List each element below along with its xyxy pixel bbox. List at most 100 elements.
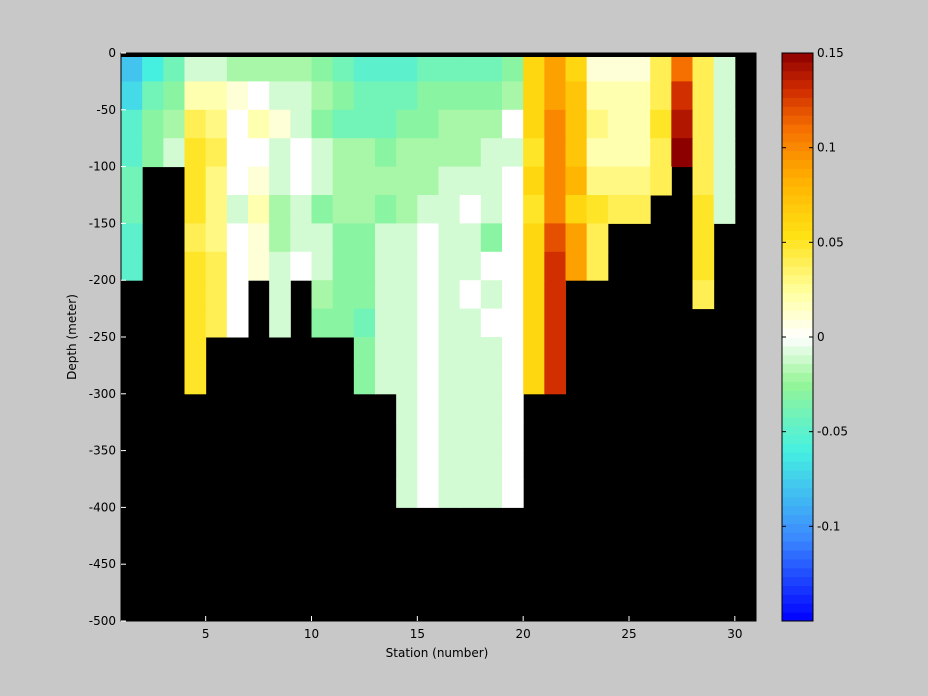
heatmap-cell	[692, 223, 715, 253]
heatmap-cell	[121, 81, 143, 111]
heatmap-cell	[269, 308, 291, 338]
heatmap-cell	[480, 479, 503, 508]
heatmap-cell	[396, 308, 418, 338]
heatmap-cell	[629, 109, 651, 139]
heatmap-cell	[396, 422, 418, 452]
heatmap-cell	[459, 479, 482, 508]
colorbar-swatch	[782, 97, 813, 107]
heatmap-cell	[396, 337, 418, 366]
heatmap-cell	[502, 251, 524, 281]
heatmap-cell	[502, 280, 524, 310]
heatmap-cell	[375, 53, 397, 82]
y-tick-label: -450	[89, 557, 116, 571]
y-tick-label: -150	[89, 216, 116, 230]
colorbar-swatch	[782, 576, 813, 586]
heatmap-cell	[311, 109, 334, 139]
heatmap-cell	[629, 81, 651, 111]
heatmap-cell	[311, 251, 334, 281]
heatmap-cell	[502, 450, 524, 480]
colorbar-swatch	[782, 337, 813, 347]
heatmap-cell	[523, 337, 545, 366]
heatmap-cell	[480, 393, 503, 423]
heatmap-cell	[438, 81, 461, 111]
heatmap-cell	[480, 280, 503, 310]
heatmap-cell	[353, 109, 376, 139]
heatmap-cell	[163, 81, 185, 111]
heatmap-cell	[226, 280, 249, 310]
y-axis-ticks: 0 -50 -100 -150 -200 -250 -300 -350 -400 -450 -500	[89, 46, 126, 628]
heatmap-cell	[248, 166, 270, 196]
heatmap-cell	[417, 53, 439, 82]
heatmap-cell	[290, 166, 312, 196]
heatmap-cell	[480, 308, 503, 338]
heatmap-cell	[671, 109, 693, 139]
heatmap-cell	[375, 81, 397, 111]
heatmap-cell	[523, 308, 545, 338]
heatmap-cell	[226, 308, 249, 338]
heatmap-cell	[226, 223, 249, 253]
heatmap-cell	[205, 81, 228, 111]
heatmap-cell	[459, 223, 482, 253]
heatmap-cell	[544, 308, 566, 338]
heatmap-cell	[459, 53, 482, 82]
heatmap-cell	[248, 81, 270, 111]
heatmap-cell	[417, 479, 439, 508]
heatmap-cell	[184, 195, 207, 224]
heatmap-cell	[417, 337, 439, 366]
colorbar-swatch	[782, 195, 813, 205]
heatmap-cell	[607, 166, 630, 196]
heatmap-cell	[523, 280, 545, 310]
heatmap-cell	[332, 53, 355, 82]
heatmap-cell	[353, 195, 376, 224]
heatmap-cell	[396, 81, 418, 111]
heatmap-cell	[480, 251, 503, 281]
colorbar-swatch	[782, 487, 813, 498]
heatmap-cell	[629, 53, 651, 82]
heatmap-cell	[607, 53, 630, 82]
heatmap-cell	[523, 81, 545, 111]
heatmap-cell	[480, 81, 503, 111]
heatmap-cell	[290, 109, 312, 139]
heatmap-cell	[480, 422, 503, 452]
heatmap-cell	[607, 81, 630, 111]
heatmap-cell	[438, 337, 461, 366]
heatmap-cell	[184, 280, 207, 310]
heatmap-cell	[205, 195, 228, 224]
heatmap-cell	[438, 109, 461, 139]
heatmap-cell	[353, 251, 376, 281]
heatmap-cell	[290, 138, 312, 168]
heatmap-cell	[396, 251, 418, 281]
colorbar-swatch	[782, 168, 813, 178]
x-tick-label: 15	[410, 627, 425, 641]
heatmap-cell	[311, 308, 334, 338]
heatmap-cell	[226, 138, 249, 168]
heatmap-cell	[205, 251, 228, 281]
heatmap-cell	[205, 223, 228, 253]
x-tick-label: 30	[727, 627, 742, 641]
x-tick-label: 5	[202, 627, 210, 641]
heatmap-cell	[417, 450, 439, 480]
colorbar-swatch	[782, 283, 813, 294]
colorbar-swatch	[782, 354, 813, 365]
colorbar-swatch	[782, 550, 813, 560]
heatmap-cell	[523, 251, 545, 281]
heatmap-cell	[417, 365, 439, 395]
heatmap-cell	[523, 53, 545, 82]
heatmap-cell	[565, 81, 588, 111]
heatmap-cell	[586, 166, 609, 196]
heatmap-cell	[121, 138, 143, 168]
colorbar-swatch	[782, 567, 813, 578]
heatmap-cell	[692, 166, 715, 196]
heatmap-cell	[205, 308, 228, 338]
heatmap-cell	[671, 53, 693, 82]
heatmap-cell	[396, 138, 418, 168]
colorbar-swatch	[782, 221, 813, 231]
y-tick-label: 0	[108, 46, 116, 60]
heatmap-cell	[692, 109, 715, 139]
heatmap-cell	[332, 195, 355, 224]
heatmap-cell	[375, 251, 397, 281]
heatmap-cell	[523, 166, 545, 196]
heatmap-cell	[142, 53, 164, 82]
colorbar-swatch	[782, 594, 813, 604]
